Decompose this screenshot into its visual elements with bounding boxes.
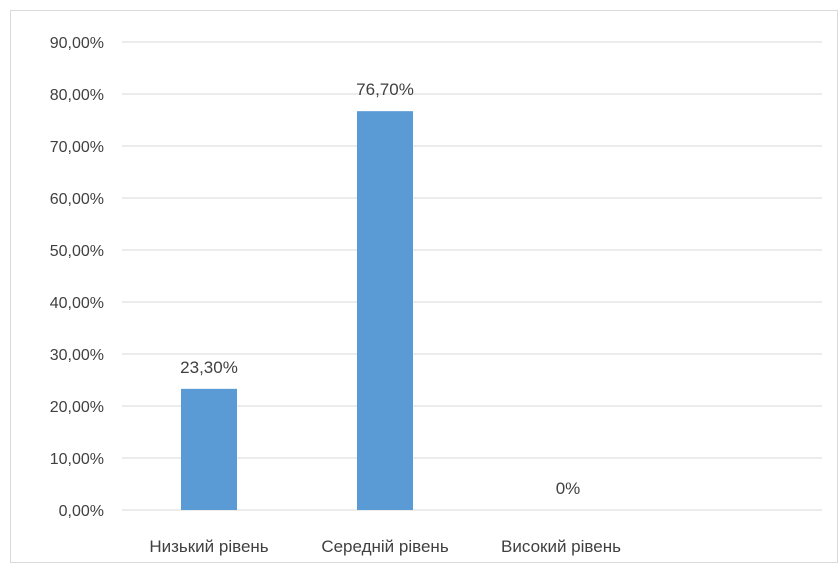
y-axis-tick-labels: 0,00% 10,00% 20,00% 30,00% 40,00% 50,00% 60,00… xyxy=(50,35,104,520)
data-labels: 23,30% 76,70% 0% xyxy=(180,80,580,498)
x-axis-category-labels: Низький рівень Середній рівень Високий рів… xyxy=(149,537,621,556)
y-tick-label: 40,00% xyxy=(50,295,104,312)
category-label: Низький рівень xyxy=(149,537,268,556)
y-tick-label: 20,00% xyxy=(50,399,104,416)
y-tick-label: 70,00% xyxy=(50,139,104,156)
data-label: 0% xyxy=(556,479,581,498)
category-label: Високий рівень xyxy=(501,537,621,556)
bar xyxy=(181,388,237,510)
y-tick-label: 50,00% xyxy=(50,243,104,260)
y-tick-label: 10,00% xyxy=(50,451,104,468)
data-label: 76,70% xyxy=(356,80,414,99)
y-tick-label: 60,00% xyxy=(50,191,104,208)
bars xyxy=(181,111,413,510)
gridlines xyxy=(122,41,822,511)
category-label: Середній рівень xyxy=(321,537,448,556)
y-tick-label: 0,00% xyxy=(59,503,104,520)
y-tick-label: 80,00% xyxy=(50,87,104,104)
data-label: 23,30% xyxy=(180,358,238,377)
bar xyxy=(357,111,413,510)
chart-frame xyxy=(10,10,838,563)
y-tick-label: 90,00% xyxy=(50,35,104,52)
y-tick-label: 30,00% xyxy=(50,347,104,364)
